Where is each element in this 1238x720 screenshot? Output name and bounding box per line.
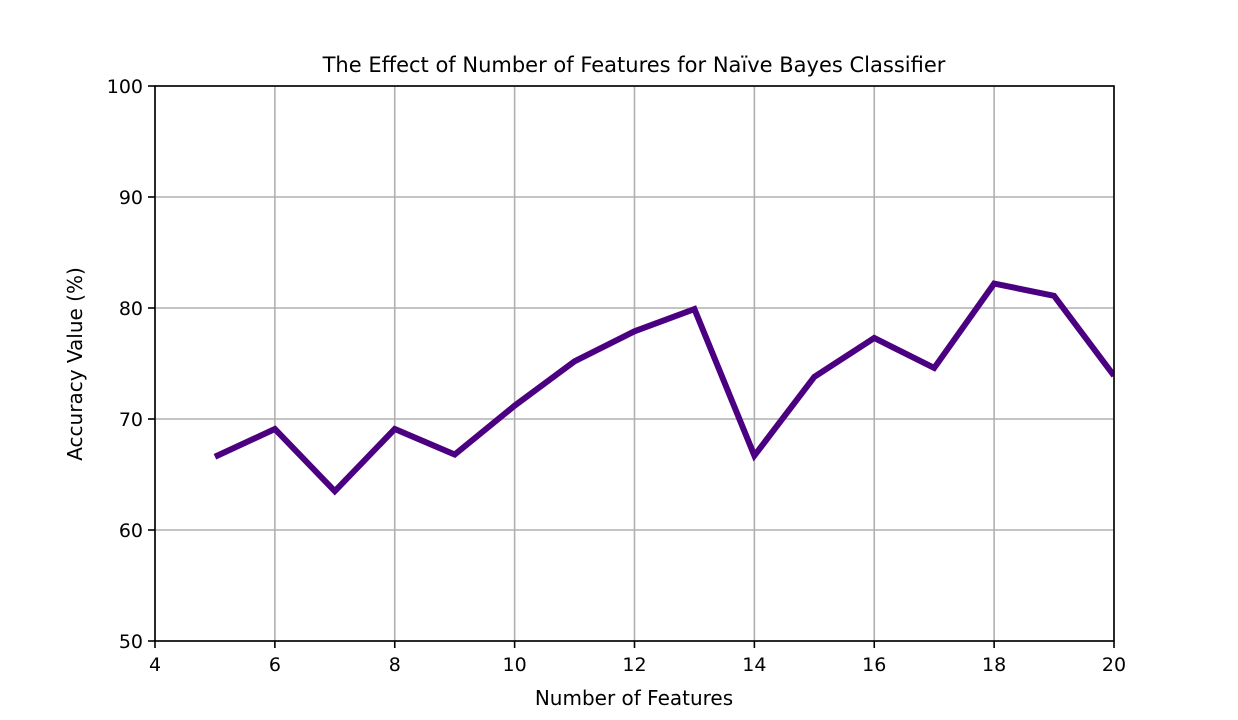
- y-tick-labels: 50 60 70 80 90 100: [107, 76, 143, 653]
- x-tick-label: 10: [503, 654, 527, 676]
- y-axis-label: Accuracy Value (%): [63, 267, 87, 461]
- series-layer: [213, 280, 1114, 496]
- series-line: [213, 280, 1114, 496]
- y-tick-label: 90: [119, 187, 143, 209]
- x-tick-label: 4: [149, 654, 161, 676]
- x-tick-label: 18: [982, 654, 1006, 676]
- y-tick-label: 70: [119, 409, 143, 431]
- x-tick-label: 12: [622, 654, 646, 676]
- y-tick-label: 100: [107, 76, 143, 98]
- ticks: [148, 85, 1115, 648]
- x-tick-label: 8: [389, 654, 401, 676]
- x-axis-label: Number of Features: [535, 686, 733, 710]
- y-tick-label: 50: [119, 631, 143, 653]
- x-tick-labels: 4 6 8 10 12 14 16 18 20: [149, 654, 1126, 676]
- y-tick-label: 80: [119, 298, 143, 320]
- x-tick-label: 20: [1102, 654, 1126, 676]
- chart-title: The Effect of Number of Features for Naï…: [322, 53, 946, 77]
- x-tick-label: 14: [742, 654, 766, 676]
- y-tick-label: 60: [119, 520, 143, 542]
- x-tick-label: 16: [862, 654, 886, 676]
- x-tick-label: 6: [269, 654, 281, 676]
